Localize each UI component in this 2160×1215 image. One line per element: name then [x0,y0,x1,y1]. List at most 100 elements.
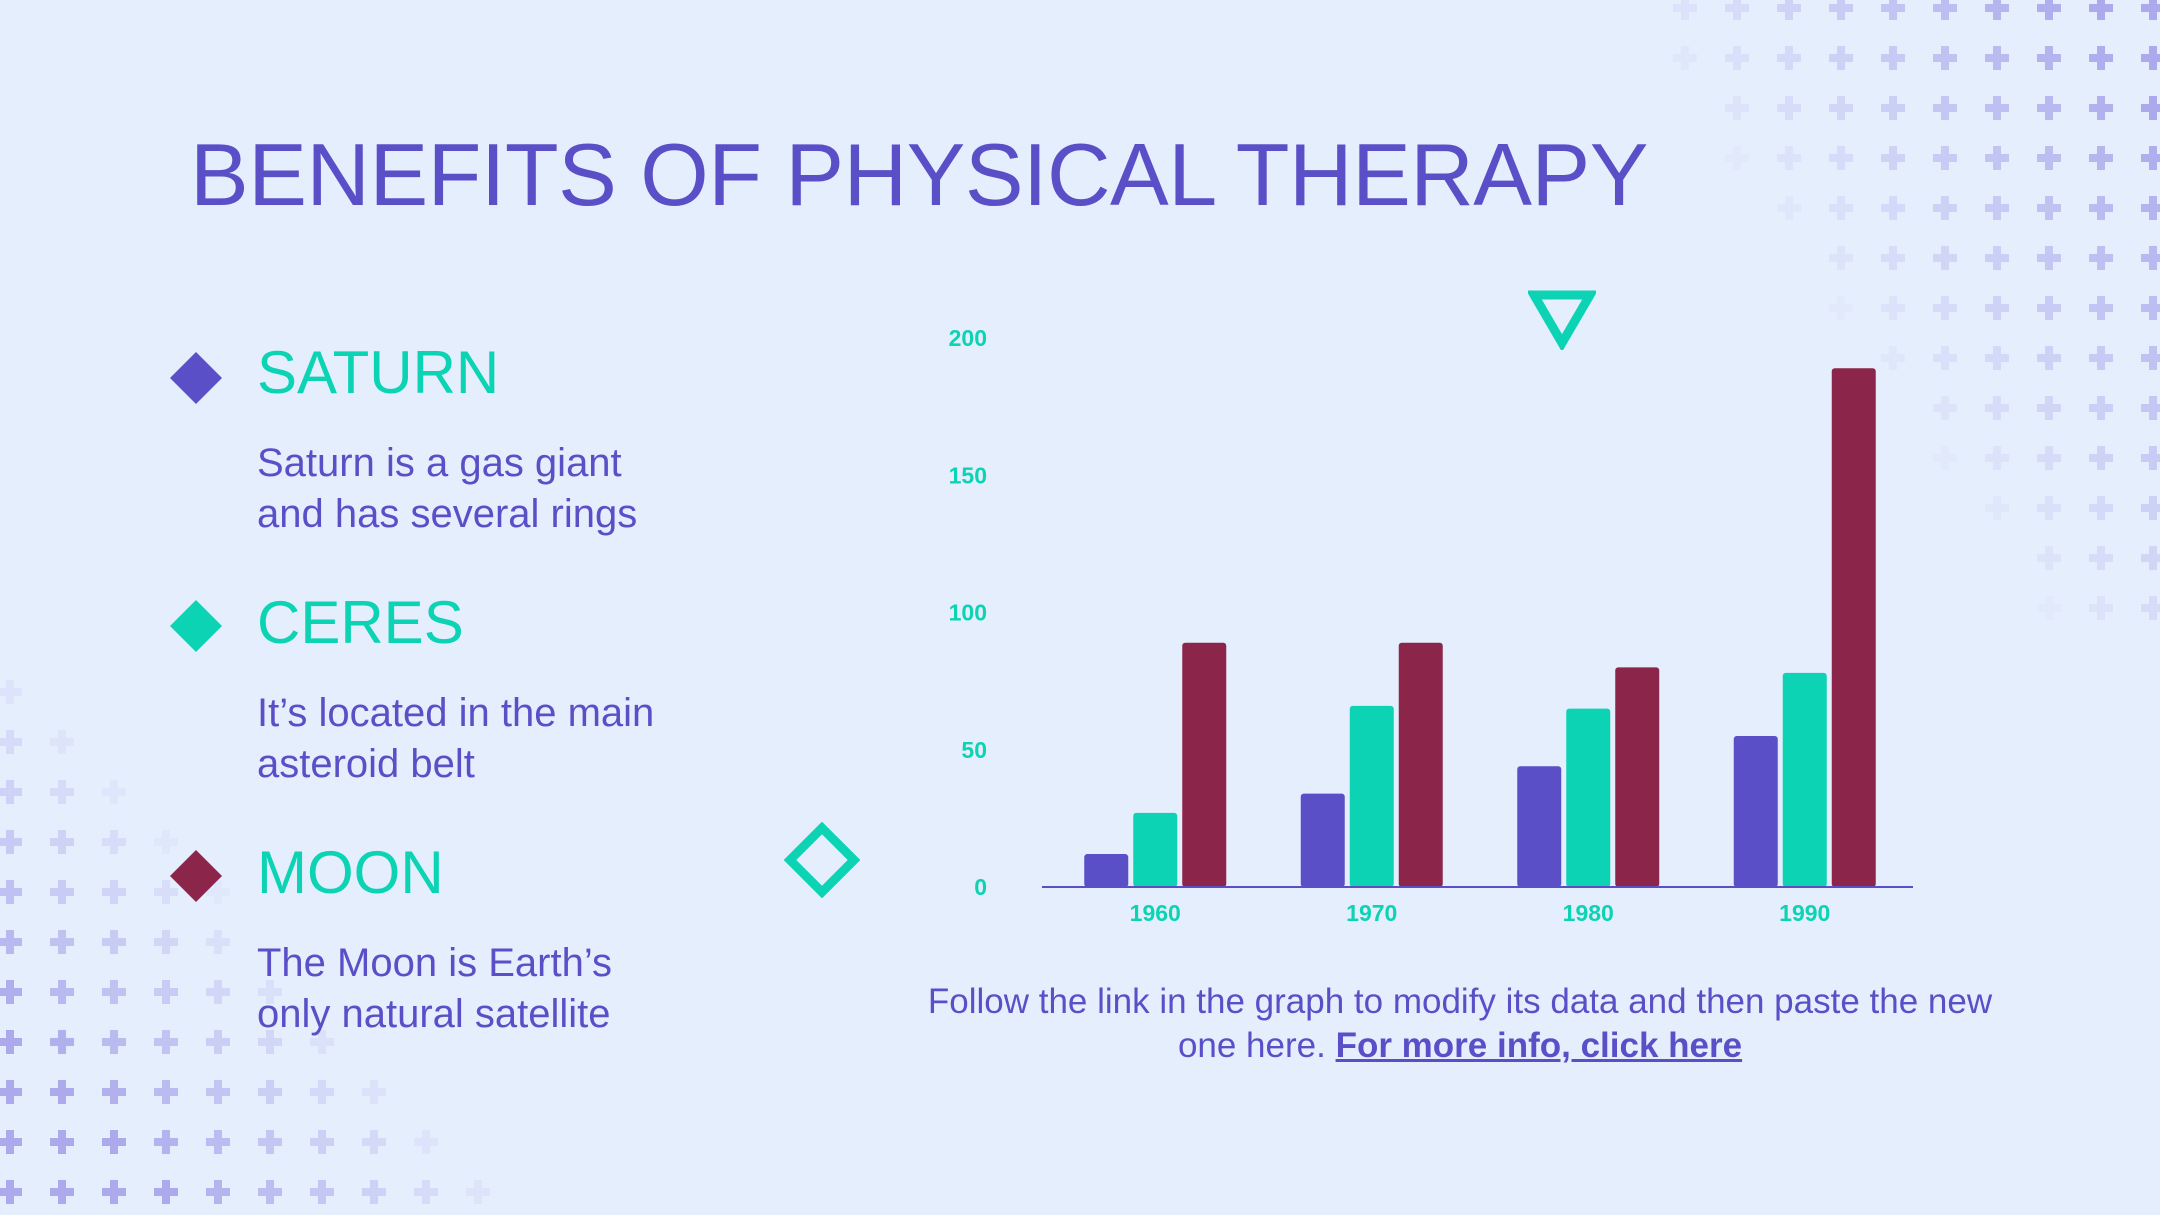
plus-mark [154,1180,178,1204]
plus-mark [1881,0,1905,20]
plus-mark [2141,396,2160,420]
plus-mark [1985,46,2009,70]
y-tick-label: 150 [949,462,987,488]
plus-mark [50,1030,74,1054]
item-desc-ceres: It’s located in the main asteroid belt [257,691,655,786]
plus-mark [102,1180,126,1204]
plus-mark [102,930,126,954]
plus-mark [2037,546,2061,570]
plus-mark [206,880,230,904]
plus-mark [414,1180,438,1204]
plus-mark [2141,146,2160,170]
bar[interactable] [1615,667,1660,887]
plus-mark [1777,196,1801,220]
plus-mark [1777,46,1801,70]
plus-mark [154,1130,178,1154]
bar[interactable] [1133,812,1178,887]
bar[interactable] [1517,766,1562,887]
plus-mark [2089,596,2113,620]
plus-mark [2037,46,2061,70]
plus-mark [1829,196,1853,220]
plus-mark [2089,146,2113,170]
plus-mark [206,930,230,954]
y-tick-label: 50 [961,737,987,763]
bar[interactable] [1782,672,1827,887]
x-tick-label: 1970 [1346,900,1397,926]
plus-mark [362,1130,386,1154]
bar[interactable] [1084,854,1129,887]
plus-mark [50,830,74,854]
plus-mark [1933,296,1957,320]
plus-mark [2089,246,2113,270]
plus-mark [258,1080,282,1104]
plus-mark [1777,146,1801,170]
plus-mark [206,1180,230,1204]
plus-mark [1985,496,2009,520]
plus-mark [154,880,178,904]
diamond-icon [170,850,222,902]
plus-mark [1985,196,2009,220]
plus-mark [0,980,22,1004]
plus-mark [2141,246,2160,270]
bar[interactable] [1182,642,1227,887]
plus-mark [2089,296,2113,320]
plus-mark [1933,46,1957,70]
plus-mark [1881,96,1905,120]
plus-mark [258,1180,282,1204]
plus-mark [2089,496,2113,520]
plus-mark [1933,246,1957,270]
plus-mark [50,1080,74,1104]
plus-mark [310,1080,334,1104]
plus-mark [2037,296,2061,320]
plus-mark [2037,496,2061,520]
plus-mark [1881,46,1905,70]
plus-mark [1725,146,1749,170]
plus-mark [1933,446,1957,470]
plus-mark [2037,96,2061,120]
plus-mark [2089,396,2113,420]
bar[interactable] [1733,736,1778,887]
plus-mark [2141,296,2160,320]
plus-mark [102,780,126,804]
plus-mark [1673,46,1697,70]
plus-mark [1985,0,2009,20]
plus-mark [0,1130,22,1154]
plus-mark [102,1080,126,1104]
bar[interactable] [1398,642,1443,887]
plus-mark [2089,46,2113,70]
item-heading-moon: MOON [257,839,444,906]
plus-mark [1881,196,1905,220]
plus-mark [0,780,22,804]
plus-mark [206,1130,230,1154]
bar[interactable] [1349,705,1394,887]
plus-mark [50,730,74,754]
diamond-outline-icon [784,822,860,898]
plus-mark [1933,0,1957,20]
plus-mark [154,830,178,854]
bar[interactable] [1566,708,1611,887]
plus-mark [2037,396,2061,420]
plus-mark [310,1030,334,1054]
plus-mark [2141,0,2160,20]
y-tick-label: 200 [949,325,987,351]
plus-mark [154,1080,178,1104]
plus-mark [1881,146,1905,170]
plus-mark [2037,596,2061,620]
plus-mark [2037,196,2061,220]
bar[interactable] [1300,793,1345,887]
plus-mark [0,1080,22,1104]
plus-mark [2089,96,2113,120]
plus-mark [0,830,22,854]
bar[interactable] [1831,368,1876,887]
plus-mark [1985,446,2009,470]
plus-mark [50,930,74,954]
more-info-link[interactable]: For more info, click here [1335,1026,1743,1065]
plus-mark [1673,0,1697,20]
plus-mark [2089,546,2113,570]
plus-mark [1777,96,1801,120]
plus-mark [102,1130,126,1154]
bar-chart[interactable]: 0 50 100 150 200 1960 1970 1980 1990 [920,300,1930,940]
plus-mark [2141,346,2160,370]
